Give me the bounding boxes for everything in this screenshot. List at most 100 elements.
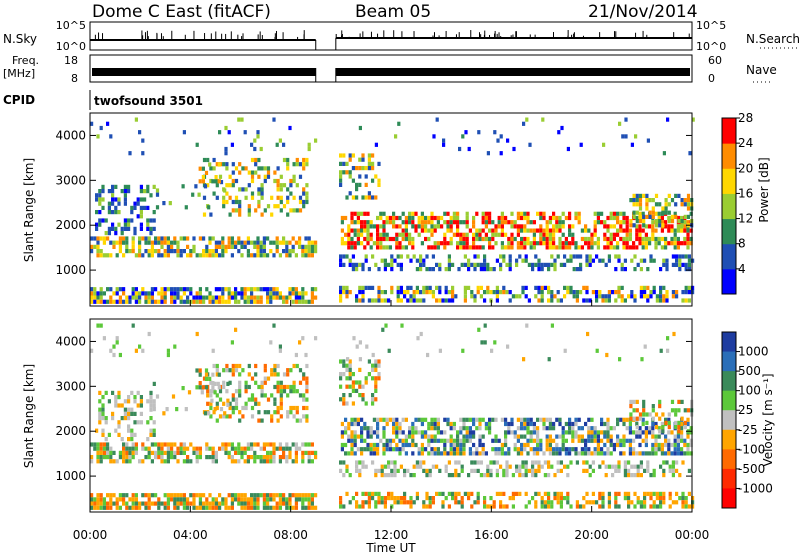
heatmap-cell bbox=[462, 434, 466, 439]
heatmap-cell bbox=[282, 204, 287, 209]
heatmap-cell bbox=[671, 468, 675, 473]
heatmap-cell bbox=[244, 166, 248, 171]
heatmap-cell bbox=[380, 496, 384, 501]
heatmap-cell bbox=[542, 451, 546, 456]
heatmap-cell bbox=[590, 417, 594, 422]
heatmap-cell bbox=[510, 236, 514, 242]
heatmap-cell bbox=[431, 496, 435, 501]
heatmap-cell bbox=[393, 464, 397, 469]
heatmap-cell bbox=[149, 416, 153, 421]
heatmap-cell bbox=[680, 399, 684, 404]
heatmap-cell bbox=[278, 442, 282, 447]
heatmap-cell bbox=[582, 468, 586, 473]
heatmap-cell bbox=[361, 460, 365, 465]
heatmap-cell bbox=[182, 497, 186, 502]
heatmap-cell bbox=[209, 389, 213, 394]
heatmap-cell bbox=[447, 504, 451, 509]
heatmap-cell bbox=[433, 421, 437, 427]
heatmap-cell bbox=[396, 500, 400, 505]
heatmap-cell bbox=[371, 397, 375, 402]
heatmap-cell bbox=[238, 187, 242, 192]
heatmap-cell bbox=[681, 460, 685, 465]
heatmap-cell bbox=[286, 157, 290, 163]
heatmap-cell bbox=[314, 295, 318, 300]
heatmap-cell bbox=[428, 504, 432, 509]
heatmap-cell bbox=[350, 211, 354, 216]
heatmap-cell bbox=[134, 442, 138, 447]
heatmap-cell bbox=[118, 505, 122, 510]
heatmap-cell bbox=[155, 394, 160, 399]
heatmap-cell bbox=[431, 267, 435, 272]
heatmap-cell bbox=[571, 438, 575, 443]
heatmap-cell bbox=[223, 411, 227, 416]
heatmap-cell bbox=[152, 381, 156, 386]
heatmap-cell bbox=[612, 426, 616, 431]
heatmap-cell bbox=[443, 438, 447, 443]
heatmap-cell bbox=[166, 236, 170, 241]
heatmap-cell bbox=[587, 438, 591, 443]
heatmap-cell bbox=[216, 381, 220, 386]
heatmap-cell bbox=[609, 215, 613, 221]
heatmap-cell bbox=[667, 412, 671, 417]
heatmap-cell bbox=[675, 460, 679, 465]
heatmap-cell bbox=[295, 389, 299, 394]
heatmap-cell bbox=[516, 417, 520, 422]
heatmap-cell bbox=[687, 258, 691, 263]
heatmap-cell bbox=[568, 241, 572, 246]
heatmap-cell bbox=[651, 224, 655, 229]
heatmap-cell bbox=[125, 249, 129, 254]
heatmap-cell bbox=[616, 434, 620, 439]
heatmap-cell bbox=[182, 249, 186, 254]
heatmap-cell bbox=[627, 496, 631, 501]
heatmap-cell bbox=[250, 446, 254, 451]
heatmap-cell bbox=[371, 161, 375, 166]
heatmap-cell bbox=[166, 244, 170, 249]
colorbar-swatch bbox=[722, 488, 736, 509]
heatmap-cell bbox=[571, 236, 575, 242]
heatmap-cell bbox=[526, 236, 530, 242]
heatmap-cell bbox=[302, 376, 306, 381]
heatmap-cell bbox=[262, 459, 266, 464]
heatmap-cell bbox=[371, 285, 375, 290]
heatmap-cell bbox=[532, 447, 536, 452]
heatmap-cell bbox=[305, 414, 309, 419]
heatmap-cell bbox=[106, 121, 110, 126]
heatmap-cell bbox=[460, 496, 464, 501]
heatmap-cell bbox=[537, 267, 541, 272]
heatmap-cell bbox=[380, 468, 384, 473]
heatmap-cell bbox=[475, 228, 479, 233]
heatmap-cell bbox=[595, 298, 599, 303]
heatmap-cell bbox=[644, 232, 648, 237]
heatmap-cell bbox=[227, 130, 231, 135]
heatmap-cell bbox=[270, 418, 274, 423]
heatmap-cell bbox=[141, 446, 145, 451]
heatmap-cell bbox=[298, 291, 302, 296]
heatmap-cell bbox=[470, 468, 474, 473]
heatmap-cell bbox=[304, 291, 308, 296]
heatmap-cell bbox=[231, 162, 235, 167]
heatmap-cell bbox=[558, 447, 562, 452]
heatmap-cell bbox=[639, 267, 643, 272]
heatmap-cell bbox=[150, 493, 154, 498]
heatmap-cell bbox=[611, 464, 615, 469]
heatmap-cell bbox=[358, 357, 362, 362]
heatmap-cell bbox=[104, 416, 108, 421]
heatmap-cell bbox=[559, 504, 563, 509]
heatmap-cell bbox=[571, 430, 575, 435]
heatmap-cell bbox=[467, 267, 471, 272]
heatmap-cell bbox=[476, 285, 480, 290]
heatmap-cell bbox=[257, 157, 261, 163]
heatmap-cell bbox=[674, 425, 678, 430]
heatmap-cell bbox=[513, 430, 517, 435]
heatmap-cell bbox=[478, 426, 482, 431]
heatmap-cell bbox=[101, 395, 105, 400]
heatmap-cell bbox=[275, 142, 279, 147]
heatmap-cell bbox=[488, 241, 492, 246]
colorbar-swatch bbox=[722, 243, 736, 270]
heatmap-cell bbox=[257, 418, 261, 423]
heatmap-cell bbox=[628, 245, 632, 250]
heatmap-cell bbox=[131, 442, 135, 447]
heatmap-cell bbox=[523, 215, 527, 221]
heatmap-cell bbox=[358, 166, 362, 171]
heatmap-cell bbox=[601, 491, 605, 496]
